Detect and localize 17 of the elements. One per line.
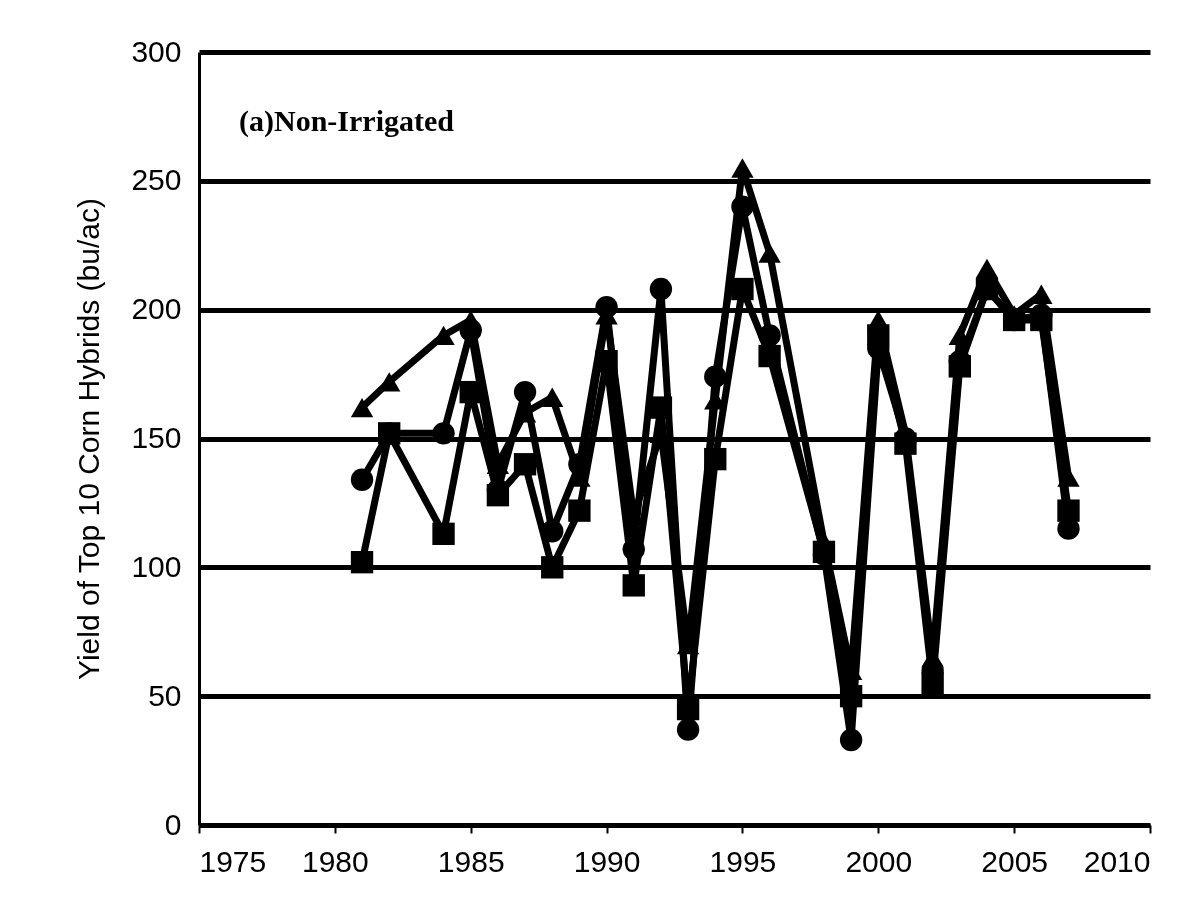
x-tick-label: 2010 (1083, 844, 1151, 878)
x-tick-label: 1990 (573, 844, 641, 878)
x-tick-label: 2005 (981, 844, 1049, 878)
x-tick-label: 1985 (437, 844, 505, 878)
y-tick-label: 300 (131, 34, 182, 68)
y-tick-label: 250 (131, 163, 182, 197)
x-tick-label: 1980 (301, 844, 369, 878)
x-tick-label: 1995 (709, 844, 777, 878)
y-tick-label: 150 (131, 421, 182, 454)
y-tick-label: 0 (164, 807, 182, 841)
x-tick-label: 2000 (845, 844, 913, 878)
y-tick-label: 50 (148, 678, 182, 712)
y-tick-label: 200 (131, 292, 182, 326)
y-tick-label: 100 (131, 549, 182, 583)
annotation: (a)Non-Irrigated (239, 104, 455, 138)
y-axis-title: Yield of Top 10 Corn Hybrids (bu/ac) (72, 198, 106, 680)
x-tick-label: 1975 (199, 844, 267, 878)
